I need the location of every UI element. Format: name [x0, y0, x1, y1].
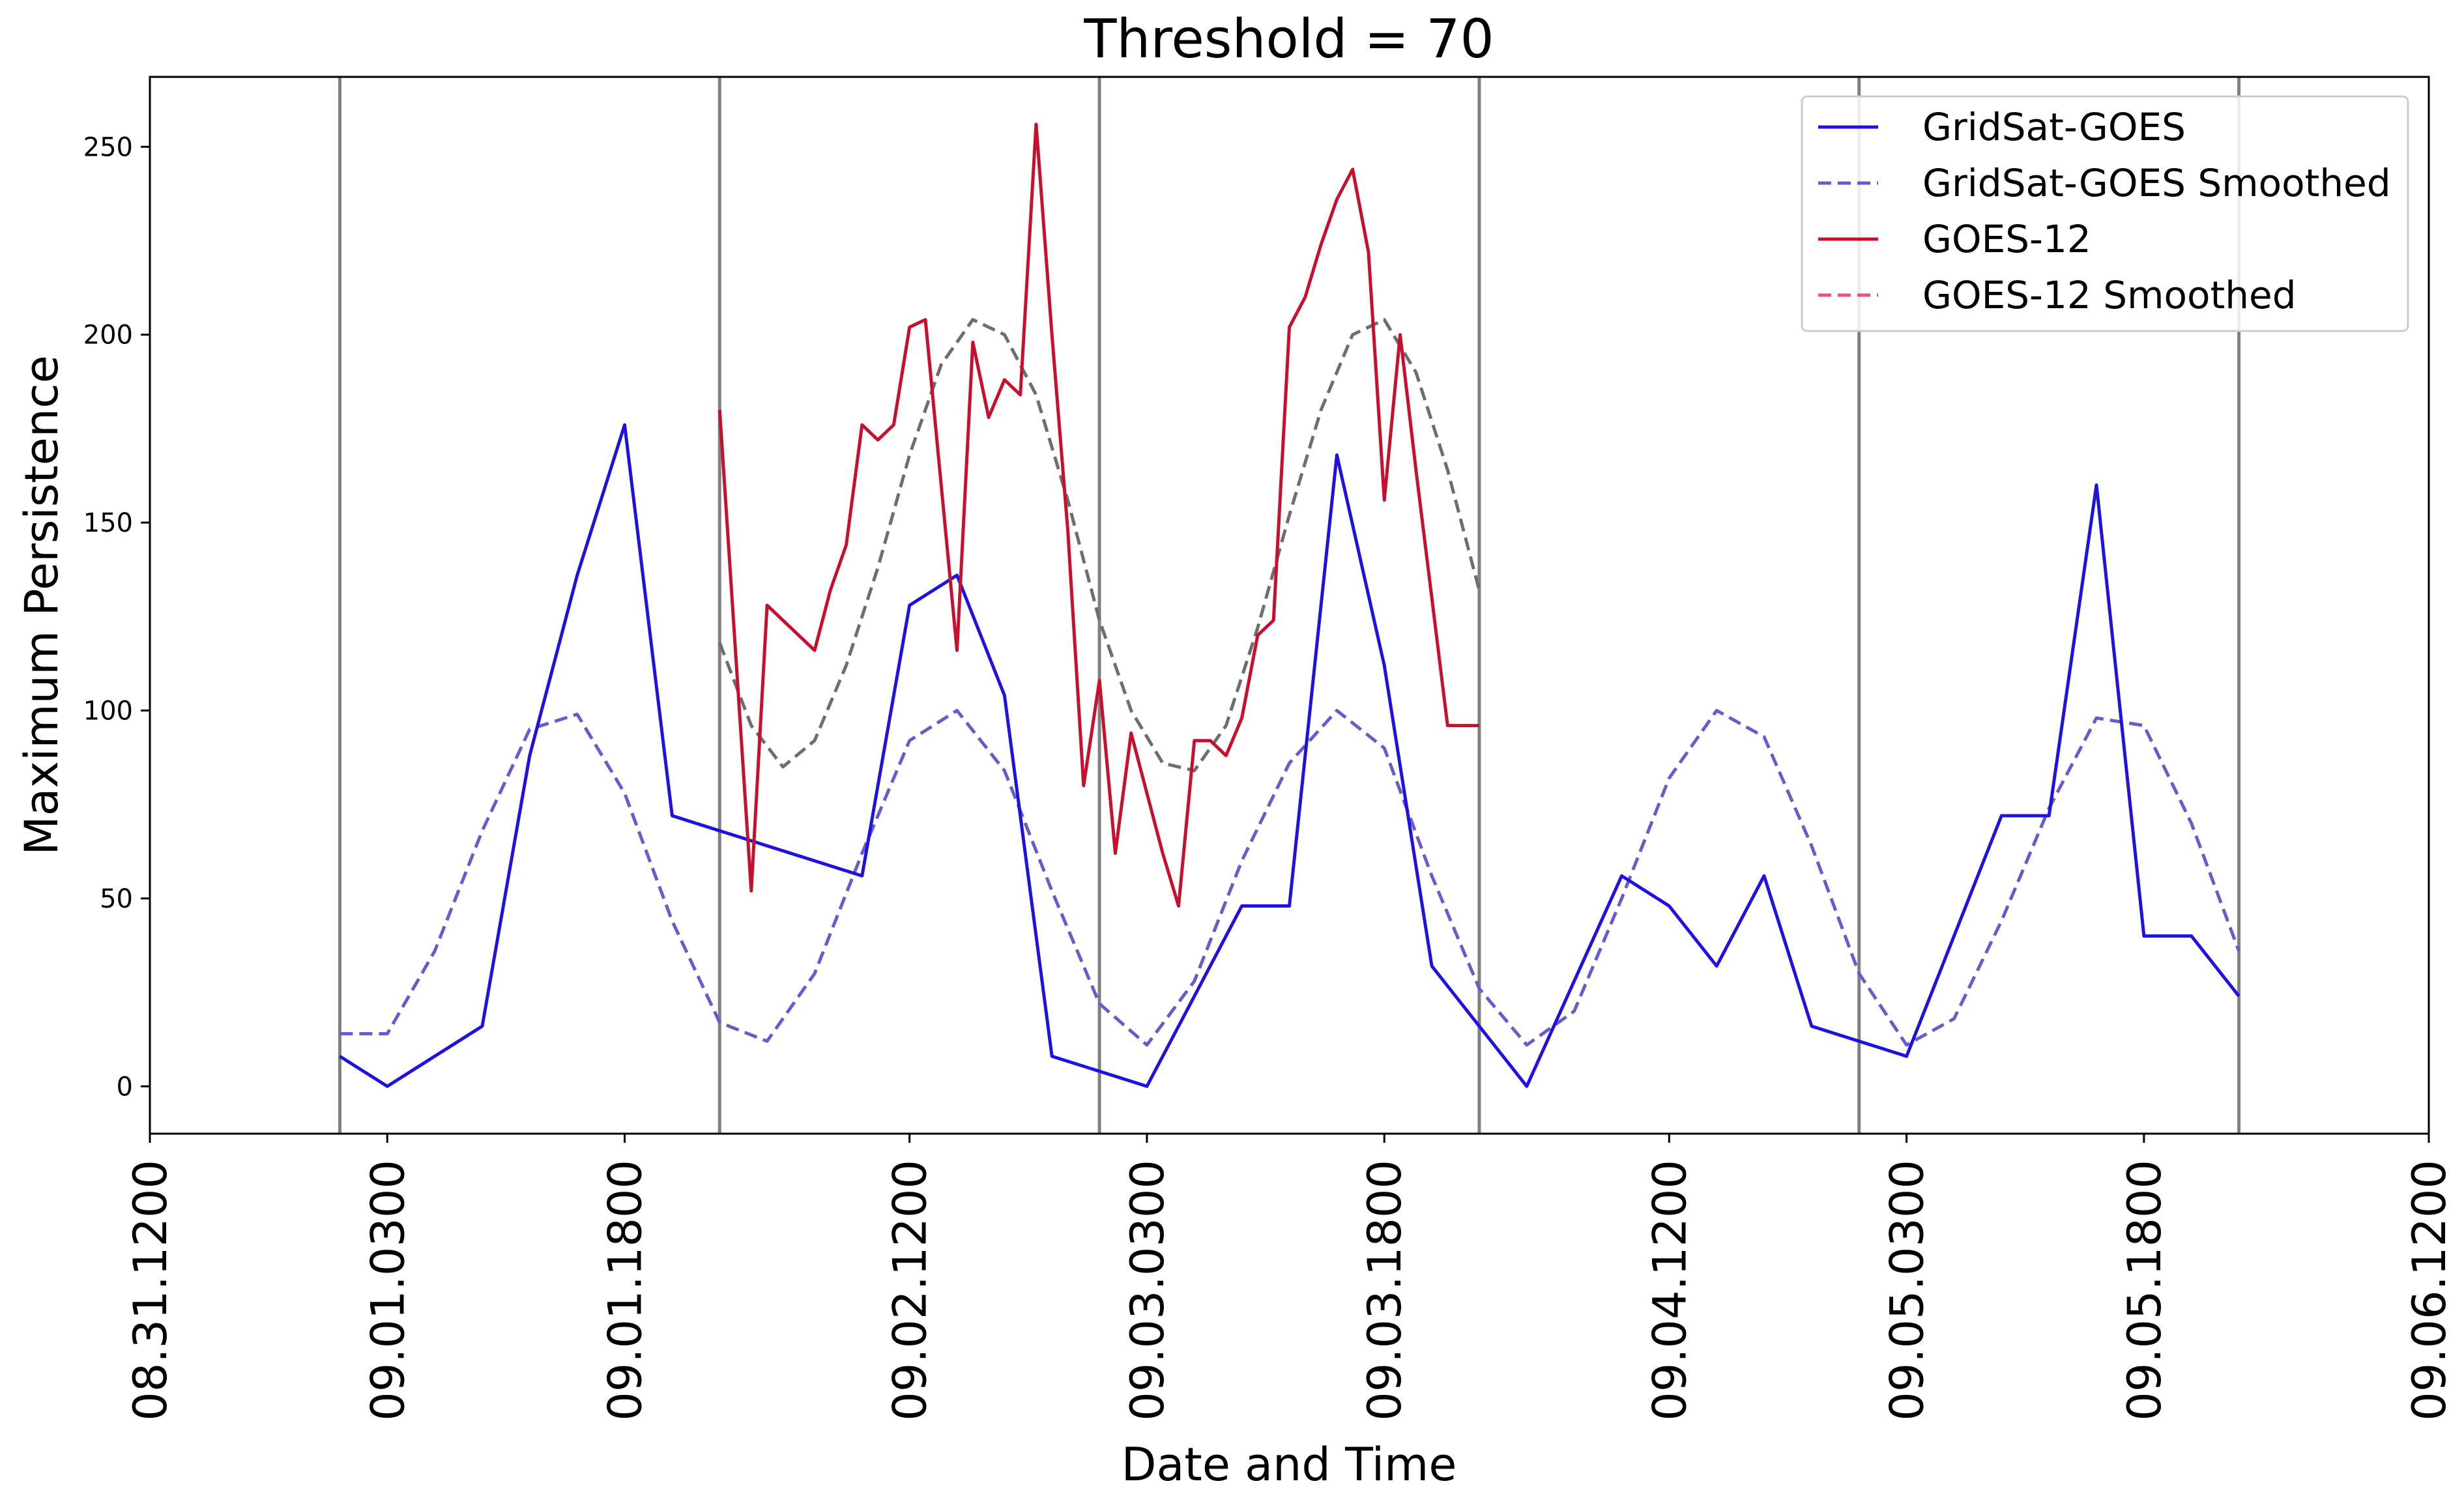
x-tick-label-4: 09.03.0300 — [1121, 1160, 1174, 1421]
y-axis-label: Maximum Persistence — [15, 355, 68, 855]
series-line-gridsat-goes-smoothed — [340, 709, 2240, 1047]
x-tick-label-0: 08.31.1200 — [124, 1160, 177, 1421]
series-line-goes-12-smoothed — [717, 318, 1481, 773]
legend-label-gridsat: GridSat-GOES — [1922, 105, 2186, 149]
axis-ticks: 0 50 100 150 200 250 08.31.1200 09.01.0300 09.01… — [83, 132, 2456, 1421]
x-tick-label-9: 09.06.1200 — [2403, 1160, 2456, 1421]
plot-frame — [149, 76, 2430, 1135]
plot-area — [338, 77, 2241, 1134]
series-line-gridsat-goes — [339, 423, 2240, 1088]
y-tick-label-0: 0 — [117, 1072, 133, 1102]
x-tick-label-7: 09.05.0300 — [1881, 1160, 1934, 1421]
x-tick-label-1: 09.01.0300 — [361, 1160, 414, 1421]
y-tick-label-2: 100 — [83, 696, 133, 726]
x-tick-label-5: 09.03.1800 — [1358, 1160, 1412, 1421]
y-tick-label-4: 200 — [83, 321, 133, 351]
x-axis-label: Date and Time — [1122, 1438, 1457, 1491]
series-line-goes-12 — [717, 122, 1479, 908]
x-tick-label-3: 09.02.1200 — [884, 1160, 937, 1421]
y-tick-label-5: 250 — [83, 132, 133, 162]
legend-label-gridsat-smoothed: GridSat-GOES Smoothed — [1922, 161, 2391, 205]
legend-label-goes12: GOES-12 — [1922, 217, 2091, 261]
legend: GridSat-GOES GridSat-GOES Smoothed GOES-… — [1801, 95, 2409, 332]
legend-box — [1801, 95, 2409, 332]
x-tick-label-2: 09.01.1800 — [599, 1160, 652, 1421]
y-tick-label-1: 50 — [100, 884, 133, 914]
chart-title: Threshold = 70 — [1083, 8, 1494, 70]
x-tick-label-6: 09.04.1200 — [1643, 1160, 1696, 1421]
x-tick-label-8: 09.05.1800 — [2118, 1160, 2171, 1421]
y-tick-label-3: 150 — [83, 508, 133, 538]
legend-label-goes12-smoothed: GOES-12 Smoothed — [1922, 273, 2297, 317]
